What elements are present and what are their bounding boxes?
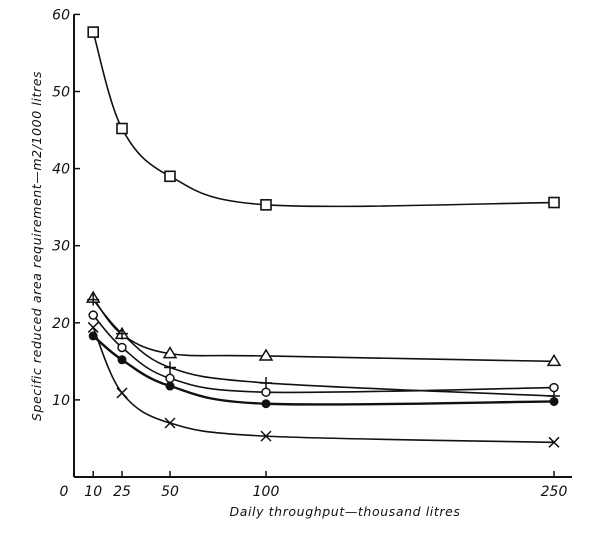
x-tick-label: 0	[60, 484, 69, 500]
y-tick-label: 10	[52, 393, 70, 409]
open-square-marker	[164, 170, 176, 183]
open-square-marker	[260, 199, 272, 211]
plus-marker	[116, 327, 128, 340]
open-triangle-marker	[258, 348, 274, 361]
y-tick-label: 20	[52, 316, 70, 332]
x-tick-label: 10	[84, 484, 102, 500]
filled-circle-marker	[549, 396, 559, 406]
cross-marker	[87, 321, 99, 333]
open-square-marker	[87, 26, 99, 38]
x-axis-label: Daily throughput—thousand litres	[229, 504, 460, 519]
open-circle-marker	[117, 342, 127, 353]
x-tick-label: 100	[253, 484, 280, 500]
cross-marker	[116, 387, 128, 399]
ticks: 10 20 30 40 50 60 0 10 25 50 100 250	[52, 7, 567, 500]
cross-marker	[164, 417, 176, 429]
open-circle-marker	[549, 382, 559, 393]
filled-circle-marker	[165, 381, 175, 391]
open-circle-marker	[88, 310, 98, 320]
plus-marker	[260, 376, 272, 389]
filled-circle-marker	[117, 355, 127, 365]
open-triangle-marker	[546, 353, 562, 367]
open-square-marker	[548, 196, 560, 209]
series-line-plus	[92, 299, 555, 397]
x-tick-label: 50	[161, 484, 179, 500]
series-line-open-triangle	[92, 297, 555, 363]
x-tick-label: 250	[541, 484, 568, 500]
plus-marker	[164, 361, 176, 374]
filled-circle-marker	[88, 331, 98, 341]
cross-marker	[260, 430, 272, 442]
plus-marker	[87, 293, 100, 306]
open-circle-marker	[261, 387, 271, 397]
y-tick-label: 50	[52, 85, 70, 101]
series-line-open-circle	[92, 314, 555, 394]
y-tick-label: 60	[52, 7, 70, 23]
axes	[73, 14, 572, 478]
x-tick-label: 25	[113, 484, 131, 500]
y-tick-label: 30	[52, 239, 70, 255]
open-triangle-marker	[162, 346, 178, 359]
y-axis-label: Specific reduced area requirement—m2/100…	[29, 71, 44, 421]
filled-circle-marker	[261, 399, 271, 409]
open-square-marker	[116, 122, 128, 135]
cross-marker	[548, 436, 560, 448]
series-line-filled-circle	[92, 334, 555, 406]
open-circle-marker	[165, 373, 175, 384]
y-tick-label: 40	[52, 162, 70, 178]
series-line-open-square	[92, 31, 555, 208]
series-lines	[92, 31, 555, 444]
series-line-cross	[92, 327, 555, 444]
series-markers	[85, 26, 562, 448]
